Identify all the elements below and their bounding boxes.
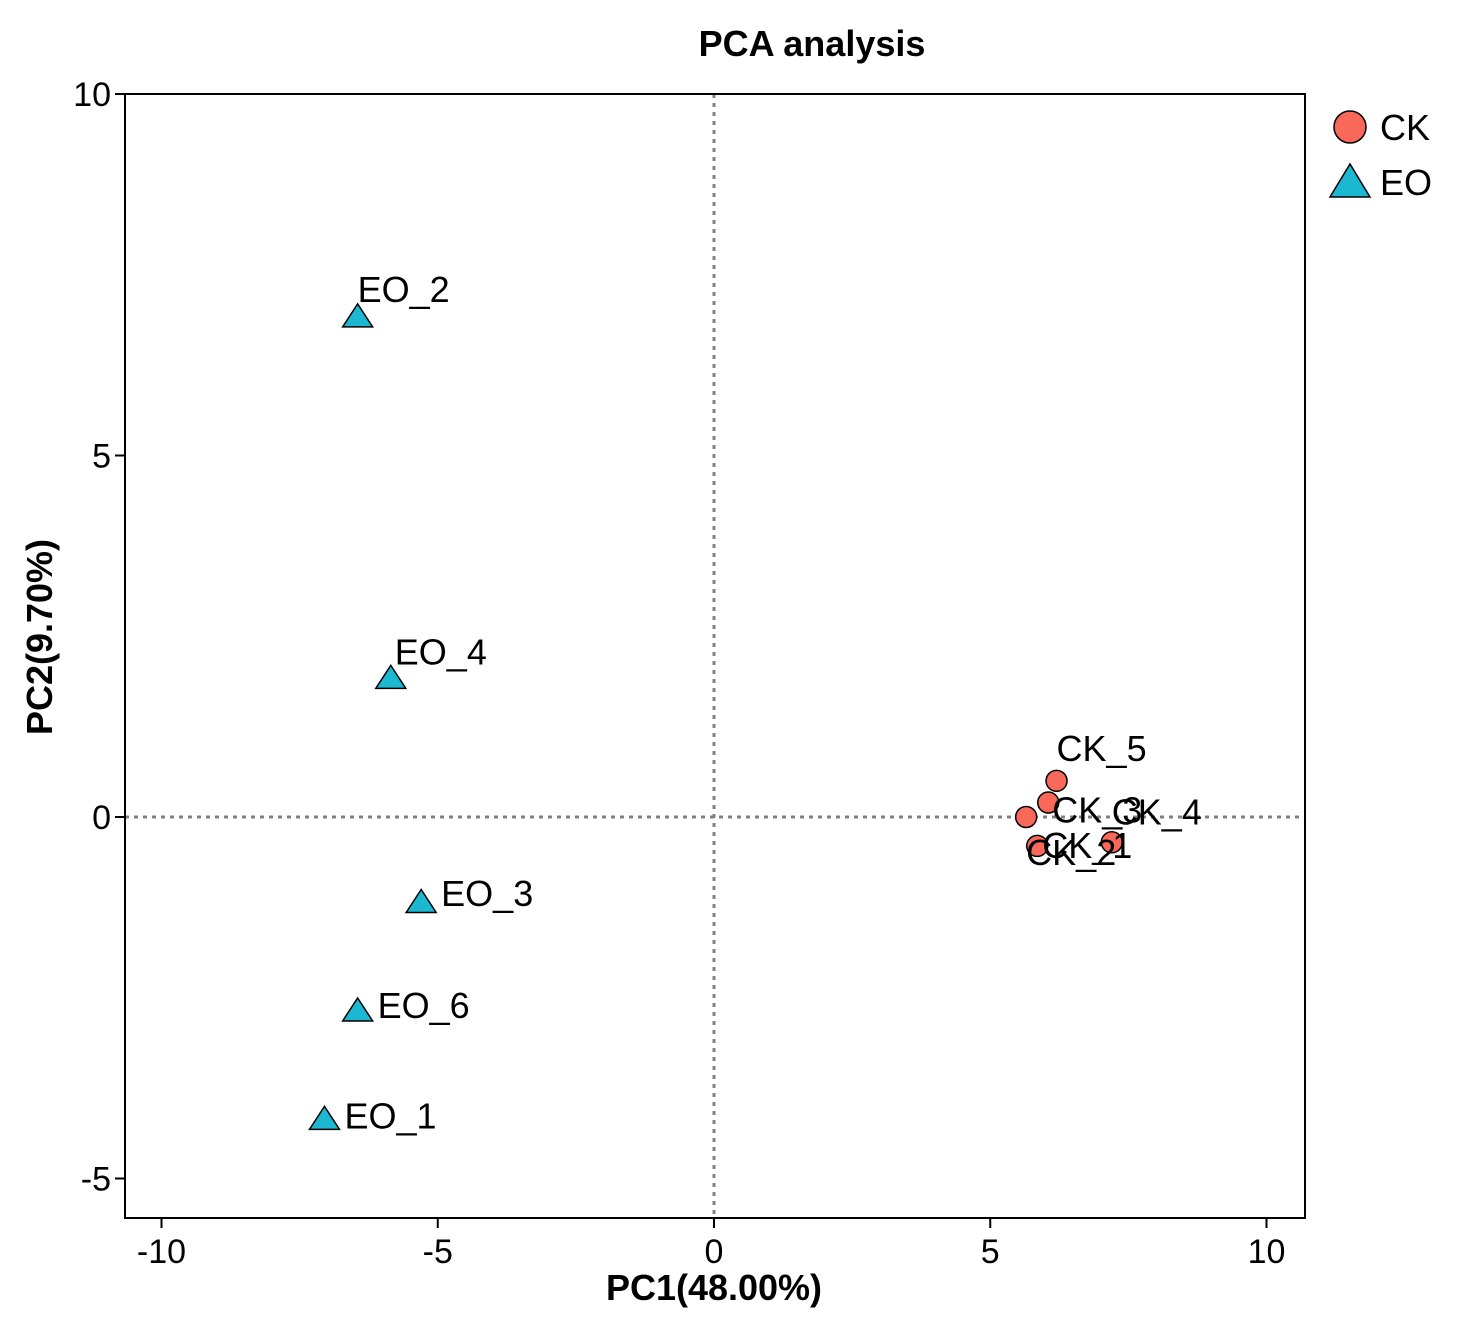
y-tick-label: 5	[92, 438, 111, 476]
legend-eo-triangle-icon	[1328, 162, 1372, 198]
y-tick-label: 10	[73, 76, 111, 114]
label-eo-3: EO_3	[441, 873, 533, 914]
point-eo-3	[404, 888, 438, 914]
legend-label-ck: CK	[1380, 107, 1430, 148]
legend-label-eo: EO	[1380, 162, 1432, 203]
label-ck-5: CK_5	[1057, 728, 1147, 769]
data-points	[308, 302, 1124, 1131]
point-eo-6	[341, 996, 375, 1022]
x-tick-label: -5	[423, 1233, 453, 1271]
x-axis-title: PC1(48.00%)	[606, 1267, 822, 1308]
point-ck-3	[1037, 791, 1060, 814]
chart-title: PCA analysis	[699, 23, 926, 64]
point-ck-4	[1100, 831, 1124, 854]
point-eo-1	[308, 1105, 341, 1131]
reference-lines	[125, 94, 1305, 1218]
point-ck-2	[1014, 805, 1038, 829]
point-ck-5	[1045, 769, 1068, 793]
x-tick-label: -10	[137, 1233, 186, 1271]
point-eo-4	[374, 663, 408, 690]
x-tick-label: 10	[1248, 1233, 1286, 1271]
label-eo-2: EO_2	[358, 269, 450, 310]
x-tick-label: 0	[705, 1233, 724, 1271]
point-eo-2	[341, 302, 375, 328]
label-ck-3: CK_3	[1052, 790, 1142, 831]
label-eo-6: EO_6	[378, 985, 470, 1026]
y-axis: -5 0 5 10	[73, 76, 125, 1199]
point-labels: CK_1CK_2CK_3CK_4 CK_5 EO_1 EO_2 EO_3 EO_4 EO_6	[344, 269, 1201, 1137]
y-tick-label: 0	[92, 799, 111, 837]
label-eo-4: EO_4	[395, 632, 487, 673]
label-ck-2: CK_2	[1026, 832, 1116, 873]
label-ck-1: CK_1	[1042, 825, 1132, 866]
point-ck-1	[1025, 834, 1049, 858]
x-axis: -10 -5 0 5 10	[137, 1218, 1285, 1271]
y-axis-title: PC2(9.70%)	[19, 539, 60, 735]
x-tick-label: 5	[981, 1233, 1000, 1271]
label-ck-4: CK_4	[1112, 791, 1202, 832]
label-eo-1: EO_1	[344, 1096, 436, 1137]
legend-ck-circle-icon	[1333, 110, 1367, 144]
legend: CK EO	[1328, 107, 1432, 203]
y-tick-label: -5	[81, 1161, 111, 1199]
